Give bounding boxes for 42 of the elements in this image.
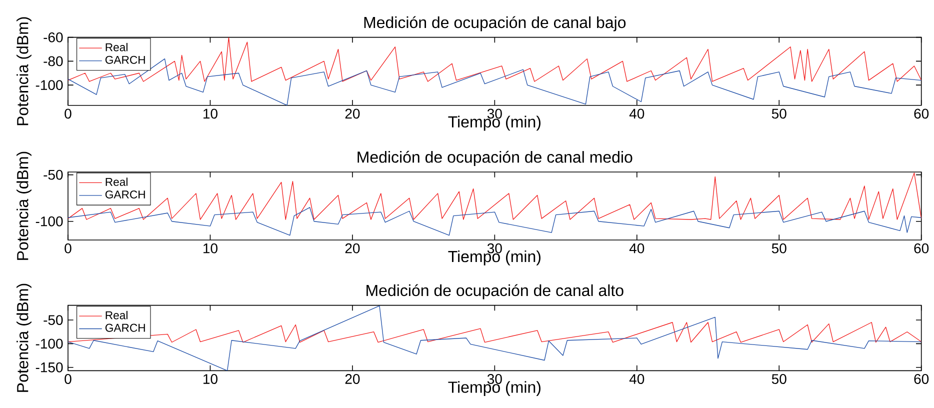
x-tick-label: 40: [629, 374, 644, 384]
legend-label: GARCH: [105, 324, 145, 332]
x-tick-label: 50: [772, 374, 786, 384]
x-tick-label: 10: [204, 243, 218, 254]
legend-label: GARCH: [105, 190, 145, 199]
y-axis-title: Potencia (dBm): [16, 17, 32, 126]
x-tick-label: 50: [772, 243, 786, 254]
chart-title: Medición de ocupación de canal bajo: [364, 16, 626, 32]
line-series: [68, 37, 922, 82]
y-tick-label: -80: [44, 56, 63, 66]
x-tick-label: 20: [345, 243, 360, 254]
line-series: [68, 322, 922, 343]
y-tick-label: -60: [44, 32, 63, 42]
y-axis-title: Potencia (dBm): [16, 152, 32, 260]
chart-title: Medición de ocupación de canal medio: [358, 150, 632, 166]
x-tick-label: 40: [629, 243, 644, 254]
legend-label: GARCH: [105, 56, 145, 64]
line-series: [68, 305, 922, 371]
line-series: [68, 207, 922, 236]
x-tick-label: 10: [204, 374, 218, 384]
y-axis-title: Potencia (dBm): [16, 284, 32, 392]
x-tick-label: 60: [914, 108, 929, 119]
x-tick-label: 0: [64, 108, 72, 119]
legend-label: Real: [106, 42, 128, 52]
x-tick-label: 20: [345, 108, 360, 119]
y-tick-label: -150: [36, 362, 63, 372]
x-tick-label: 60: [914, 374, 929, 384]
y-tick-label: -100: [36, 80, 63, 90]
x-tick-label: 20: [345, 374, 360, 384]
legend-label: Real: [106, 310, 128, 320]
x-tick-label: 0: [64, 374, 72, 384]
legend-label: Real: [106, 178, 128, 186]
x-tick-label: 0: [64, 243, 72, 254]
x-tick-label: 50: [772, 108, 786, 119]
y-tick-label: -100: [36, 338, 63, 349]
y-tick-label: -100: [36, 216, 63, 226]
y-tick-label: -50: [44, 315, 63, 325]
x-tick-label: 40: [629, 108, 644, 119]
chart-title: Medición de ocupación de canal alto: [366, 284, 624, 300]
x-tick-label: 10: [204, 108, 218, 119]
x-tick-label: 60: [914, 243, 929, 254]
y-tick-label: -50: [44, 170, 63, 180]
